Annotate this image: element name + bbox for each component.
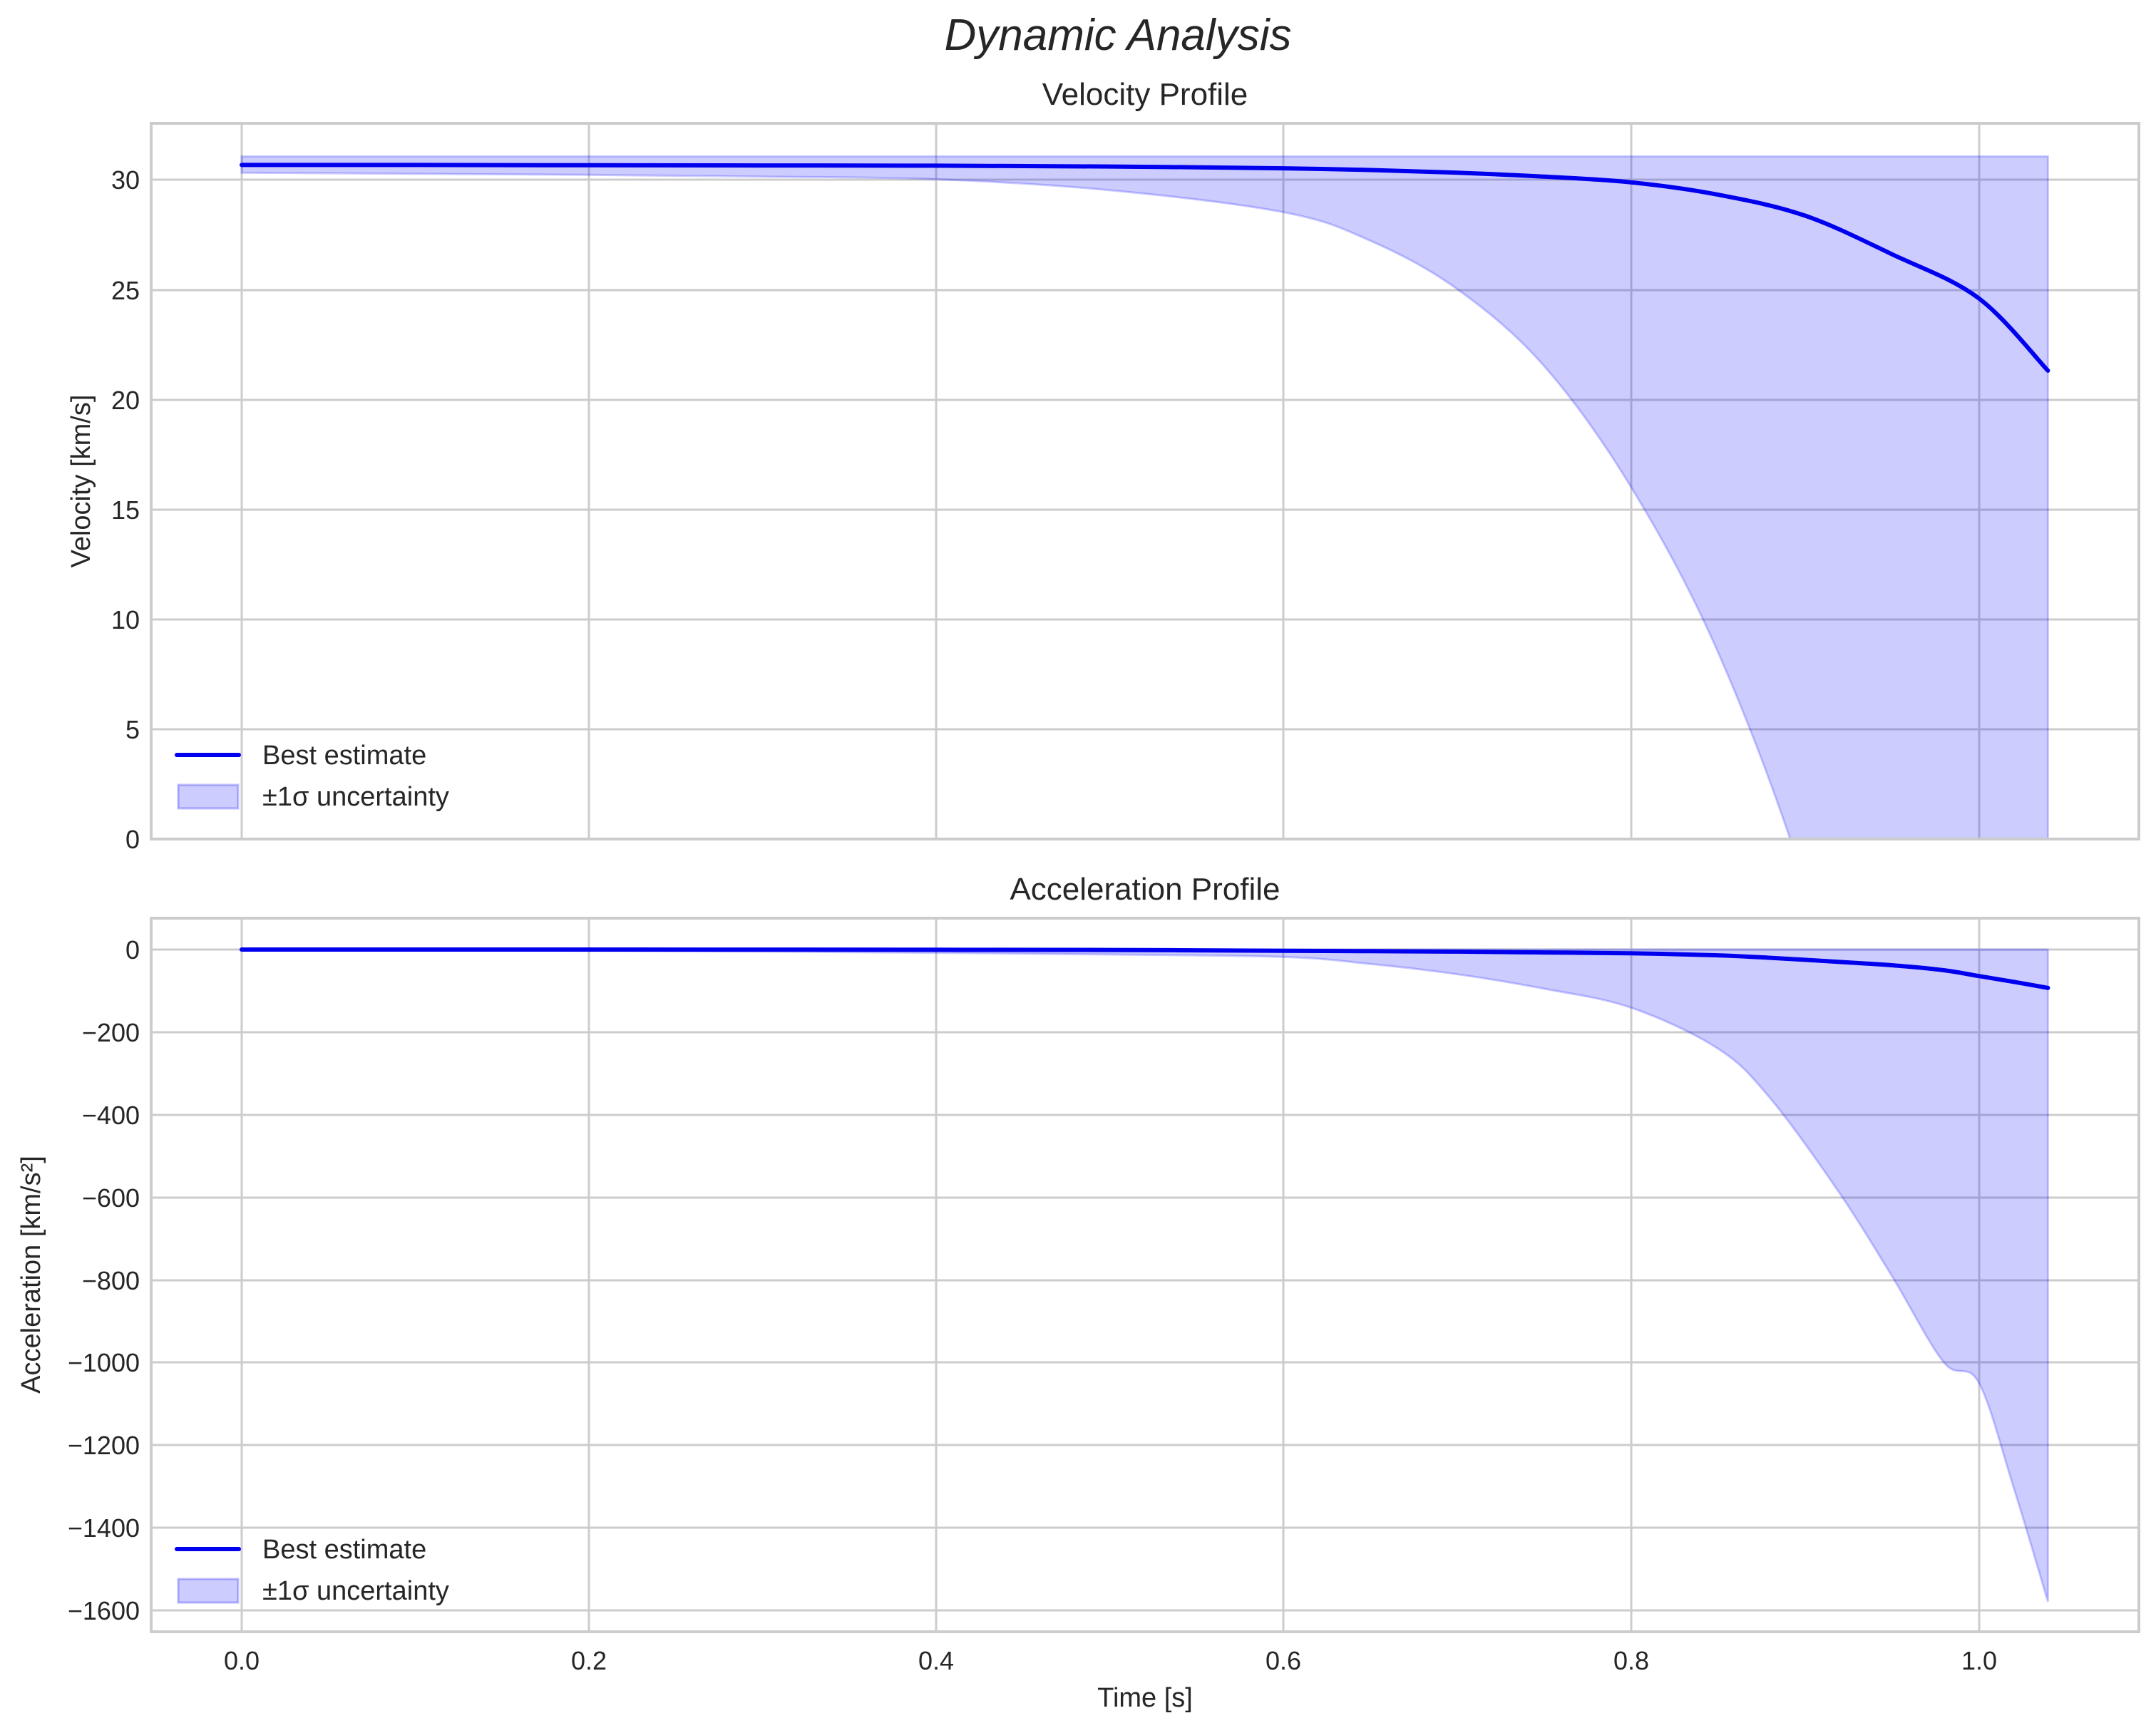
y-tick: 0	[125, 825, 140, 854]
x-tick: 0.0	[224, 1646, 260, 1675]
acceleration-y-axis-label: Acceleration [km/s²]	[16, 1156, 46, 1394]
velocity-gridlines-x	[240, 123, 1981, 839]
y-tick: −1400	[68, 1513, 140, 1543]
y-tick: −1200	[68, 1431, 140, 1460]
acceleration-axes-frame	[150, 917, 2140, 1633]
x-tick: 0.8	[1613, 1646, 1649, 1675]
acceleration-legend: Best estimate ±1σ uncertainty	[175, 1535, 449, 1606]
velocity-y-axis-label: Velocity [km/s]	[66, 395, 96, 568]
velocity-uncertainty-band	[240, 155, 2049, 839]
y-tick: −800	[82, 1266, 140, 1295]
y-tick: 0	[125, 935, 140, 965]
velocity-y-tick-labels: 30 25 20 15 10 5 0	[111, 165, 140, 854]
y-tick: 15	[111, 495, 140, 525]
velocity-gridlines-y	[151, 178, 2139, 731]
y-tick: −1600	[68, 1596, 140, 1625]
legend-band-swatch	[177, 783, 240, 810]
acceleration-panel: Acceleration Profile 0 −200 −400 −600	[16, 872, 2140, 1713]
x-tick: 0.2	[571, 1646, 607, 1675]
velocity-best-estimate-line	[240, 163, 2050, 373]
x-tick-labels: 0.0 0.2 0.4 0.6 0.8 1.0	[224, 1646, 1997, 1675]
x-tick: 0.4	[918, 1646, 954, 1675]
acceleration-y-tick-labels: 0 −200 −400 −600 −800 −1000 −1200 −1400 …	[68, 935, 140, 1625]
y-tick: 20	[111, 386, 140, 415]
velocity-panel-title: Velocity Profile	[1042, 77, 1248, 112]
y-tick: −400	[82, 1101, 140, 1130]
legend-label-uncertainty: ±1σ uncertainty	[262, 782, 449, 812]
y-tick: −1000	[68, 1348, 140, 1377]
figure-suptitle: Dynamic Analysis	[945, 11, 1292, 60]
y-tick: 5	[125, 715, 140, 744]
y-tick: 30	[111, 165, 140, 195]
velocity-legend: Best estimate ±1σ uncertainty	[175, 741, 449, 812]
acceleration-gridlines-x	[240, 918, 1981, 1632]
x-tick: 1.0	[1961, 1646, 1997, 1675]
legend-label-best-estimate: Best estimate	[262, 741, 426, 771]
legend-band-swatch	[177, 1578, 240, 1604]
x-axis-label: Time [s]	[1097, 1683, 1193, 1713]
velocity-panel: Velocity Profile 30 25 20 15 10 5 0 Ve	[66, 77, 2140, 854]
acceleration-panel-title: Acceleration Profile	[1010, 872, 1280, 907]
legend-label-best-estimate: Best estimate	[262, 1535, 426, 1565]
acceleration-best-estimate-line	[240, 947, 2050, 990]
y-tick: 10	[111, 605, 140, 634]
x-tick: 0.6	[1266, 1646, 1301, 1675]
y-tick: 25	[111, 276, 140, 305]
legend-label-uncertainty: ±1σ uncertainty	[262, 1576, 449, 1606]
y-tick: −200	[82, 1018, 140, 1047]
velocity-axes-frame	[150, 122, 2140, 840]
y-tick: −600	[82, 1183, 140, 1213]
